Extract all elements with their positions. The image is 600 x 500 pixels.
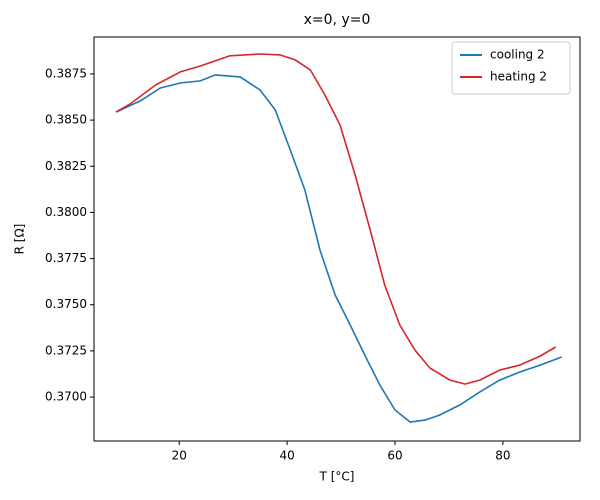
y-tick-label: 0.3725: [45, 343, 87, 357]
legend-label: heating 2: [490, 70, 547, 84]
plot-frame: [93, 36, 581, 442]
line: [115, 53, 557, 385]
y-tick-label: 0.3700: [45, 390, 87, 404]
x-tick-label: 40: [279, 449, 294, 463]
y-tick-label: 0.3800: [45, 205, 87, 219]
x-tick-label: 20: [172, 449, 187, 463]
y-tick-label: 0.3750: [45, 297, 87, 311]
legend-label: cooling 2: [490, 48, 545, 62]
chart-title: x=0, y=0: [304, 12, 371, 28]
y-axis-label: R [Ω]: [13, 224, 27, 255]
y-tick-label: 0.3825: [45, 159, 87, 173]
x-tick-label: 80: [495, 449, 510, 463]
x-tick-label: 60: [387, 449, 402, 463]
y-tick-label: 0.3875: [45, 66, 87, 80]
y-tick-label: 0.3850: [45, 113, 87, 127]
line: [115, 74, 562, 423]
y-tick-label: 0.3775: [45, 251, 87, 265]
x-axis-label: T [°C]: [319, 470, 355, 484]
